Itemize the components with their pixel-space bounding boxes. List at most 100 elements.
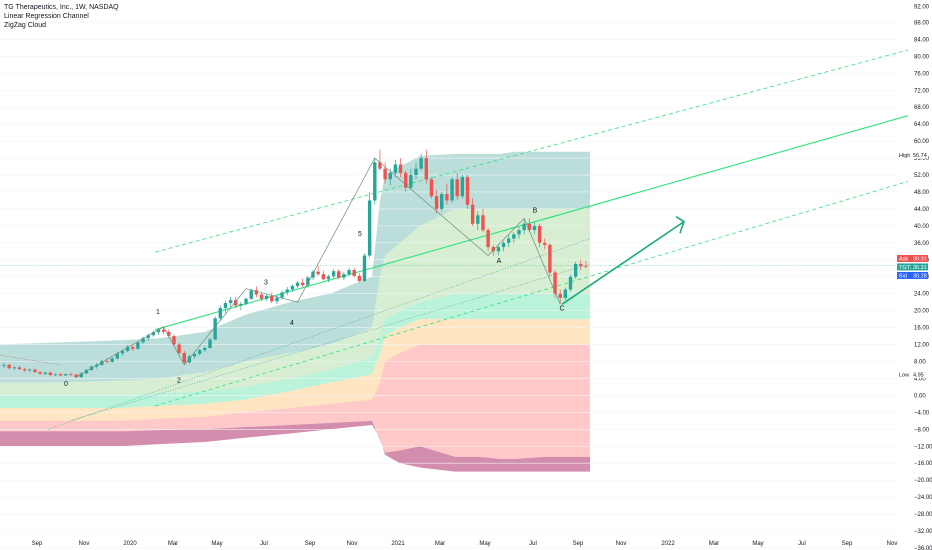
cloud-band-green xyxy=(0,208,590,396)
price-tick-label: 68.00 xyxy=(914,105,930,111)
candle-body xyxy=(496,247,501,252)
time-tick-label: Sep xyxy=(305,541,316,547)
price-tick-label: −8.00 xyxy=(914,427,930,433)
candle-body xyxy=(198,350,202,354)
candle-body xyxy=(532,225,537,231)
candle-body xyxy=(177,344,181,354)
candle-body xyxy=(481,215,485,231)
time-tick-label: Nov xyxy=(887,541,898,547)
cloud-band-mint xyxy=(0,293,590,409)
price-axis[interactable]: 88.00 84.00 80.00 76.00 72.00 68.00 64.00 60.00… xyxy=(914,5,932,550)
candle-body xyxy=(409,175,413,188)
candle-body xyxy=(270,295,274,302)
time-tick-label: Nov xyxy=(616,541,627,547)
time-tick-label: Jul xyxy=(798,541,806,547)
candle-body xyxy=(404,172,408,188)
wave-label-C: C xyxy=(559,306,564,313)
time-axis[interactable]: Sep Nov 2020 Mar May Jul Sep Nov 2021 Mar May Jul Se… xyxy=(32,541,898,547)
regression-upper-band xyxy=(154,49,909,253)
price-tick-label: 80.00 xyxy=(914,54,930,60)
candle-body xyxy=(285,289,289,293)
ask-tag-label: Ask xyxy=(899,257,908,263)
price-tick-label: 24.00 xyxy=(914,292,930,298)
wave-label-A: A xyxy=(497,258,502,265)
price-tick-label: 4.00 xyxy=(914,376,926,382)
candle-body xyxy=(486,230,490,248)
price-tick-label: 44.00 xyxy=(914,207,930,213)
candle-body xyxy=(254,290,259,295)
candle-body xyxy=(2,364,6,366)
candle-body xyxy=(357,275,362,281)
candle-body xyxy=(95,364,99,367)
projection-arrow-shaft xyxy=(561,220,685,305)
candle-body xyxy=(151,332,156,336)
candle-body xyxy=(105,361,109,362)
candle-body xyxy=(275,297,279,302)
price-tick-label: −16.00 xyxy=(914,461,932,467)
low-tag-label-bg xyxy=(897,370,911,378)
high-tag-label-bg xyxy=(897,151,911,159)
time-tick-label: Sep xyxy=(32,541,43,547)
candle-body xyxy=(136,342,140,349)
candle-body xyxy=(352,269,356,276)
candle-body xyxy=(239,303,243,306)
candle-body xyxy=(362,255,367,281)
time-tick-label: May xyxy=(211,541,222,547)
candle-body xyxy=(28,369,32,371)
regression-lower-band xyxy=(154,180,909,407)
candle-body xyxy=(393,164,398,173)
candle-body xyxy=(167,331,171,337)
candle-body xyxy=(48,372,53,376)
low-tag-label: Low xyxy=(899,372,909,378)
time-tick-label: May xyxy=(479,541,490,547)
candle-body xyxy=(553,272,557,294)
candle-body xyxy=(161,329,166,332)
candle-body xyxy=(100,361,104,365)
time-tick-label: Sep xyxy=(573,541,584,547)
time-tick-label: Nov xyxy=(79,541,90,547)
price-tick-label: 40.00 xyxy=(914,224,930,230)
legend-indicator-zigzag[interactable]: ZigZag Cloud xyxy=(4,22,47,29)
candle-body xyxy=(465,177,470,205)
time-tick-label: 2020 xyxy=(123,541,137,547)
price-tick-label: 56.00 xyxy=(914,156,930,162)
candle-body xyxy=(203,347,207,351)
candle-body xyxy=(53,374,58,376)
ask-tag-label-bg xyxy=(897,255,911,263)
bid-tag-value: 30.28 xyxy=(913,273,927,279)
candle-body xyxy=(115,353,119,359)
cloud-band-purple xyxy=(0,420,590,472)
ask-tag-value: 30.31 xyxy=(913,257,927,263)
candle-body xyxy=(347,269,351,275)
cloud-band-upper xyxy=(0,151,590,383)
last-tag-label-bg xyxy=(897,263,911,271)
time-tick-label: Jul xyxy=(260,541,268,547)
projection-arrow-head xyxy=(675,215,685,234)
candle-body xyxy=(543,242,547,245)
candle-body xyxy=(476,215,480,224)
candle-body xyxy=(192,353,197,357)
candle-body xyxy=(120,350,125,354)
candle-body xyxy=(450,179,454,201)
legend-indicator-regression[interactable]: Linear Regression Channel xyxy=(4,13,89,20)
candle-body xyxy=(290,286,295,290)
candle-body xyxy=(378,162,382,169)
candle-body xyxy=(22,369,27,371)
price-tick-label: −28.00 xyxy=(914,512,932,518)
candle-body xyxy=(455,179,459,197)
candle-body xyxy=(146,335,150,339)
candle-body xyxy=(12,367,16,369)
high-tag-value-bg xyxy=(911,151,928,159)
price-tick-label: 48.00 xyxy=(914,190,930,196)
candle-body xyxy=(172,336,176,345)
candle-body xyxy=(470,204,475,224)
candle-body xyxy=(7,364,11,369)
candle-body xyxy=(33,369,37,373)
candle-body xyxy=(573,264,578,277)
candle-body xyxy=(424,158,428,180)
candle-body xyxy=(141,338,145,343)
legend-title[interactable]: TG Therapeutics, Inc., 1W, NASDAQ xyxy=(4,4,119,11)
candle-body xyxy=(43,372,47,374)
